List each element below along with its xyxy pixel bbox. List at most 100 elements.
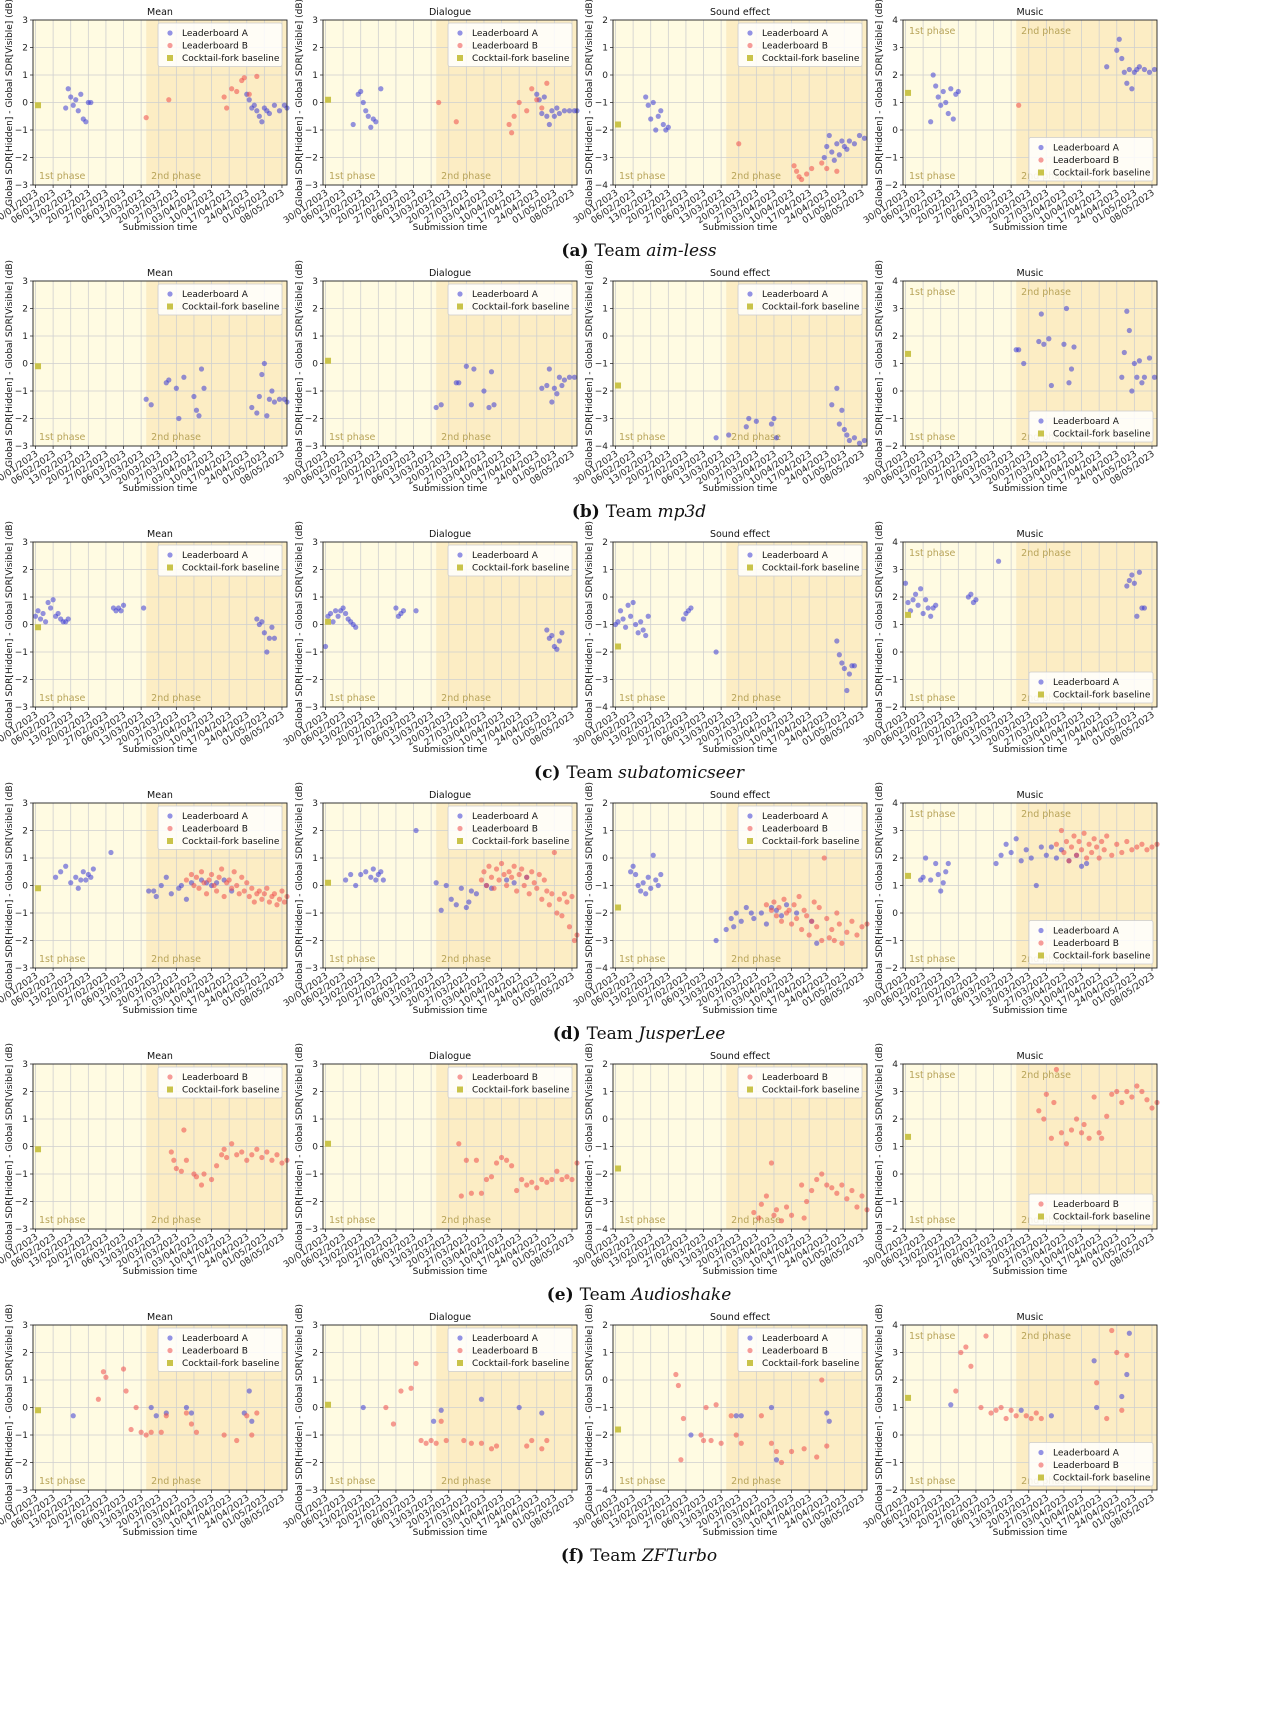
data-point-b [511, 113, 517, 119]
data-point-a [1013, 836, 1019, 842]
y-tick-label: −2 [885, 964, 898, 974]
data-point-b [1119, 1407, 1125, 1413]
y-tick-label: 3 [22, 799, 28, 809]
data-point-a [643, 94, 649, 100]
y-tick-label: 1 [312, 71, 318, 81]
data-point-a [201, 385, 207, 391]
data-point-b [1134, 1083, 1140, 1089]
data-point-a [905, 599, 911, 606]
phase-label: 1st phase [619, 171, 666, 182]
data-point-a [181, 374, 187, 380]
data-point-a [793, 910, 800, 916]
y-tick-label: −4 [595, 1486, 609, 1496]
legend-marker-b [457, 825, 463, 832]
plot-frame [32, 541, 288, 708]
data-point-b [569, 893, 575, 900]
data-point-a [912, 591, 919, 597]
data-point-a [146, 888, 152, 894]
legend-box [1028, 1442, 1154, 1487]
legend-label: Cocktail-fork baseline [1053, 691, 1151, 701]
plot-frame [902, 280, 1158, 447]
data-point-a [928, 613, 934, 619]
data-point-b [183, 1157, 190, 1163]
phase-label: 1st phase [329, 171, 376, 182]
data-point-a [1038, 844, 1044, 850]
data-point-b [234, 1152, 240, 1158]
plot-frame [322, 802, 578, 969]
data-point-b [771, 899, 777, 905]
chart-panel: −3 −2 −1 0 1 2 3 Mean Global SDR[Hidden] - Globa… [0, 260, 290, 494]
plot-frame [902, 19, 1158, 186]
data-point-a [628, 613, 634, 619]
y-tick-label: 1 [892, 1143, 898, 1153]
y-tick-label: −2 [15, 937, 28, 947]
data-point-a [380, 877, 386, 883]
legend-marker-a [747, 552, 753, 558]
data-point-b [478, 877, 485, 883]
chart-panel: −3 −2 −1 0 1 2 3 Dialogue Global SDR[Hidden] - G… [282, 1304, 578, 1538]
legend: Leaderboard A Leaderboard B Cocktail-fork … [157, 22, 283, 67]
legend-marker-b [167, 42, 173, 49]
data-point-a [561, 108, 568, 114]
chart-panel: −3 −2 −1 0 1 2 3 Dialogue Global SDR[Hidden] - G… [282, 521, 578, 755]
data-point-a [968, 591, 974, 597]
data-point-a [1124, 308, 1130, 314]
legend-marker-a [1038, 927, 1044, 934]
data-point-b [213, 1163, 220, 1169]
data-point-a [851, 435, 858, 441]
data-point-b [158, 1429, 164, 1435]
caption: (c) Team subatomicseer [534, 763, 745, 783]
legend-marker-baseline [167, 1360, 173, 1366]
data-point-a [665, 124, 671, 130]
data-point-a [88, 99, 94, 106]
y-tick-label: −3 [595, 1459, 608, 1469]
baseline-marker [615, 904, 622, 911]
data-point-b [1003, 1415, 1009, 1422]
y-tick-label: 2 [22, 44, 28, 54]
legend-marker-a [1038, 1449, 1044, 1456]
y-axis-label: Global SDR[Hidden] - Global SDR[Visible]… [585, 1304, 595, 1511]
data-point-a [539, 1410, 545, 1416]
data-point-a [688, 1432, 694, 1438]
data-point-a [824, 1410, 830, 1416]
phase-label: 2nd phase [731, 432, 781, 443]
data-point-b [261, 891, 267, 897]
data-point-a [1091, 1358, 1097, 1364]
data-point-b [503, 1157, 510, 1163]
data-point-a [1018, 1407, 1024, 1413]
data-point-a [368, 874, 374, 880]
legend-label: Leaderboard B [182, 825, 248, 835]
data-point-b [390, 1421, 397, 1427]
y-tick-label: 3 [22, 277, 28, 287]
data-point-a [254, 108, 260, 114]
legend-marker-baseline [747, 1360, 753, 1366]
data-point-a [728, 915, 734, 922]
data-point-b [133, 1404, 139, 1411]
data-point-b [456, 1141, 462, 1147]
y-tick-label: 0 [602, 593, 608, 603]
legend-marker-a [457, 30, 463, 36]
data-point-a [1048, 382, 1054, 389]
data-point-b [539, 1446, 545, 1452]
y-tick-label: −2 [885, 181, 898, 191]
data-point-b [834, 910, 840, 916]
data-point-a [829, 402, 835, 408]
data-point-a [731, 924, 737, 930]
data-point-b [814, 924, 820, 930]
y-tick-label: 2 [602, 277, 608, 287]
legend-label: Leaderboard B [472, 825, 538, 835]
data-point-b [763, 902, 770, 908]
y-tick-label: −1 [595, 1404, 608, 1414]
x-axis-label: Submission time [993, 1006, 1068, 1016]
data-point-b [529, 869, 535, 875]
y-tick-label: −2 [595, 1431, 608, 1441]
data-point-b [203, 891, 210, 897]
data-point-b [143, 1432, 149, 1438]
phase-label: 1st phase [39, 171, 86, 182]
data-point-a [713, 435, 719, 441]
data-point-a [834, 385, 840, 391]
data-point-b [1051, 1099, 1057, 1106]
y-tick-label: 1 [602, 1349, 608, 1359]
data-point-b [804, 913, 810, 919]
phase-label: 2nd phase [1021, 287, 1071, 298]
